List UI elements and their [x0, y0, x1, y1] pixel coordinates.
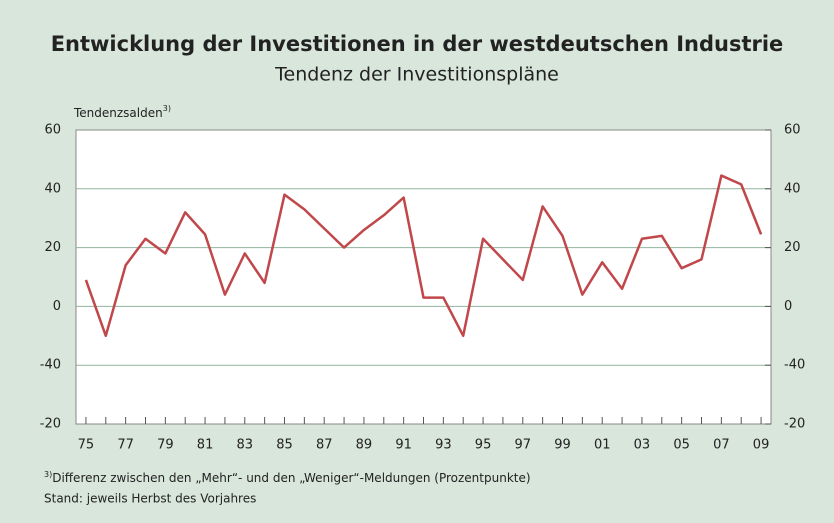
- y-tick-label: -40: [40, 358, 61, 373]
- x-tick-label: 85: [276, 438, 293, 453]
- x-tick-label: 83: [237, 438, 254, 453]
- y-tick-label: 40: [44, 181, 61, 196]
- marks: [84, 174, 763, 338]
- x-tick-label: 79: [157, 438, 174, 453]
- x-tick-label: 93: [435, 438, 452, 453]
- footnote: 3)Differenz zwischen den „Mehr“- und den…: [44, 470, 531, 485]
- x-tick-label: 99: [554, 438, 571, 453]
- chart-title: Entwicklung der Investitionen in der wes…: [51, 32, 784, 56]
- x-tick-label: 05: [673, 438, 690, 453]
- y-tick-label: 60: [44, 123, 61, 138]
- data-line: [84, 174, 763, 338]
- y2-tick-label: -20: [784, 417, 805, 432]
- x-tick-label: 77: [117, 438, 134, 453]
- y2-tick-label: 0: [784, 299, 792, 314]
- y2-tick-label: 60: [784, 123, 801, 138]
- chart-subtitle: Tendenz der Investitionspläne: [274, 64, 559, 86]
- x-tick-label: 03: [634, 438, 651, 453]
- y-axis-label-note: 3): [163, 104, 171, 113]
- x-tick-label: 91: [395, 438, 412, 453]
- grid: [76, 129, 771, 425]
- y-tick-label: 0: [53, 299, 61, 314]
- y2-tick-label: 20: [784, 240, 801, 255]
- x-tick-label: 89: [356, 438, 373, 453]
- y-tick-label: -20: [40, 417, 61, 432]
- footnote-text: Differenz zwischen den „Mehr“- und den „…: [52, 471, 530, 485]
- y-tick-label: 20: [44, 240, 61, 255]
- x-tick-label: 97: [515, 438, 532, 453]
- plot-area: [75, 129, 772, 425]
- y-axis-label-text: Tendenzsalden: [73, 106, 163, 120]
- x-tick-label: 09: [753, 438, 770, 453]
- source-note: Stand: jeweils Herbst des Vorjahres: [44, 492, 256, 506]
- y2-tick-label: -40: [784, 358, 805, 373]
- x-tick-label: 95: [475, 438, 492, 453]
- x-tick-label: 01: [594, 438, 611, 453]
- x-tick-label: 81: [197, 438, 214, 453]
- y2-tick-label: 40: [784, 181, 801, 196]
- y-axis-label: Tendenzsalden3): [73, 104, 171, 120]
- x-tick-label: 07: [713, 438, 730, 453]
- x-tick-label: 87: [316, 438, 333, 453]
- footnote-mark: 3): [44, 470, 52, 479]
- x-tick-label: 75: [78, 438, 95, 453]
